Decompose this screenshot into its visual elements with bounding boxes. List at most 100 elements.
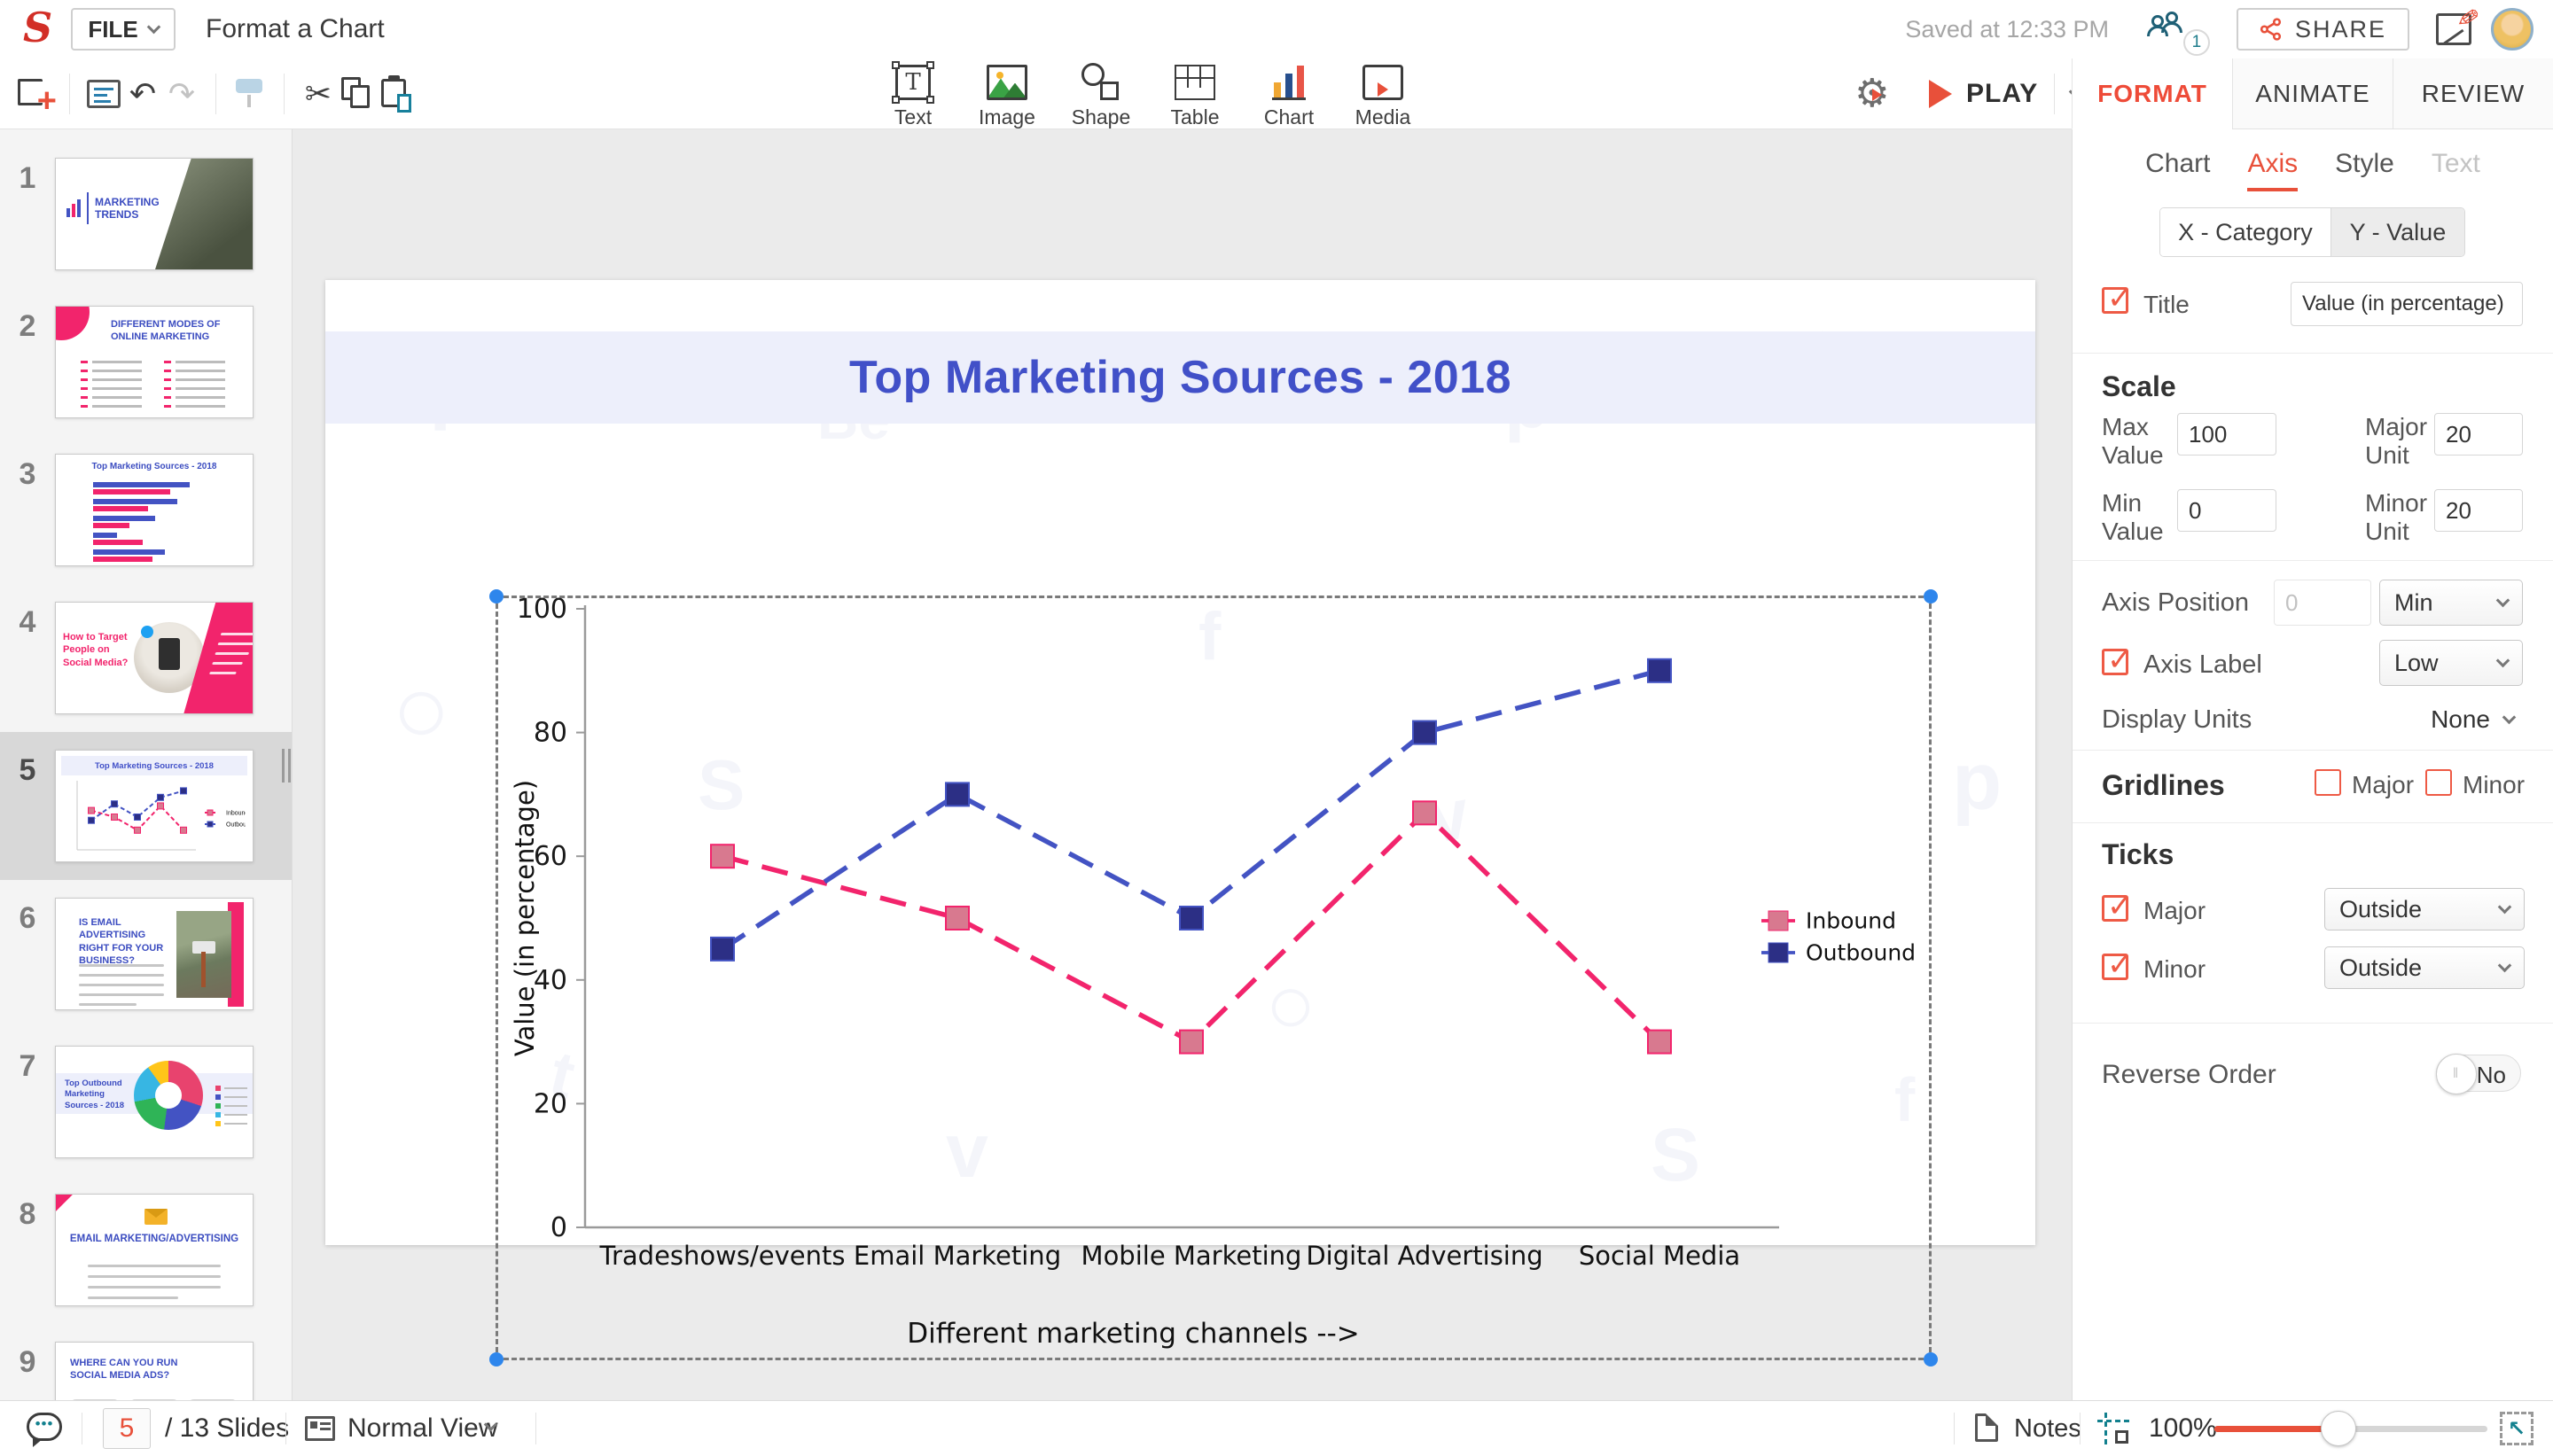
view-mode-selector[interactable]: Normal View <box>347 1413 498 1443</box>
y-value-segment-selected[interactable]: Y - Value <box>2330 208 2464 256</box>
resize-handle[interactable] <box>1924 589 1938 603</box>
insert-shape-button[interactable]: Shape <box>1067 59 1135 129</box>
slide-9-thumbnail[interactable]: WHERE CAN YOU RUN SOCIAL MEDIA ADS? <box>55 1342 254 1400</box>
watermark-glyph: ○ <box>392 655 451 764</box>
reverse-order-toggle[interactable]: ‖ No <box>2436 1054 2521 1094</box>
subtab-axis[interactable]: Axis <box>2247 149 2299 191</box>
min-value-input[interactable]: 0 <box>2177 489 2276 532</box>
subtab-style[interactable]: Style <box>2335 149 2394 178</box>
minor-unit-input[interactable]: 20 <box>2434 489 2523 532</box>
axis-position-input[interactable]: 0 <box>2274 580 2371 626</box>
sidebar-slide-1[interactable]: 1 MARKETING TRENDS <box>0 140 292 288</box>
slide-5-thumbnail[interactable]: Top Marketing Sources - 2018 InboundOutb… <box>55 750 254 862</box>
insert-media-button[interactable]: Media <box>1349 59 1417 129</box>
axis-label-dropdown[interactable]: Low <box>2379 640 2523 686</box>
slide-title-banner[interactable]: Top Marketing Sources - 2018 <box>325 331 2035 424</box>
app-logo: S <box>23 4 53 51</box>
insert-image-button[interactable]: Image <box>973 59 1041 129</box>
title-checkbox[interactable] <box>2102 281 2133 316</box>
toggle-knob: ‖ <box>2436 1054 2477 1094</box>
slide-8-thumbnail[interactable]: EMAIL MARKETING/ADVERTISING <box>55 1194 254 1306</box>
svg-text:Digital Advertising: Digital Advertising <box>1306 1241 1542 1271</box>
feedback-icon[interactable] <box>2436 13 2471 45</box>
slide-1-thumbnail[interactable]: MARKETING TRENDS <box>55 158 254 270</box>
copy-button[interactable] <box>338 69 377 119</box>
resize-handle[interactable] <box>489 589 504 603</box>
insert-table-button[interactable]: Table <box>1161 59 1229 129</box>
major-unit-input[interactable]: 20 <box>2434 413 2523 455</box>
notes-button[interactable]: Notes <box>2014 1414 2081 1443</box>
chart-icon <box>1272 65 1306 100</box>
slide-2-thumbnail[interactable]: DIFFERENT MODES OF ONLINE MARKETING <box>55 306 254 418</box>
new-slide-button[interactable]: + <box>16 69 57 119</box>
saved-status: Saved at 12:33 PM <box>1905 15 2109 43</box>
play-button[interactable]: PLAY <box>1929 58 2083 129</box>
sidebar-resize-handle[interactable] <box>282 749 291 783</box>
gridlines-major-checkbox[interactable] <box>2315 769 2341 796</box>
insert-chart-button[interactable]: Chart <box>1255 59 1323 129</box>
display-units-dropdown[interactable]: None <box>2431 705 2517 734</box>
axis-selector: X - Category Y - Value <box>2159 207 2465 257</box>
chart-object-selection[interactable]: 0 20 40 60 80 100 Tradeshows/events Email Marke… <box>489 589 1938 1366</box>
zoom-slider-thumb[interactable] <box>2321 1411 2356 1446</box>
avatar[interactable] <box>2491 8 2533 51</box>
x-category-segment[interactable]: X - Category <box>2160 208 2330 256</box>
ticks-minor-dropdown[interactable]: Outside <box>2324 946 2525 989</box>
insert-text-button[interactable]: T Text <box>879 59 947 129</box>
editor-canvas[interactable]: Top Marketing Sources - 2018 0 20 40 60 80 10… <box>293 129 2072 1400</box>
share-button[interactable]: SHARE <box>2236 8 2409 51</box>
format-panel: Chart Axis Style Text X - Category Y - V… <box>2072 129 2553 1400</box>
guides-icon[interactable] <box>2097 1413 2129 1444</box>
line-chart: 0 20 40 60 80 100 Tradeshows/events Email Marke… <box>510 594 1916 1350</box>
slide-number-input[interactable]: 5 <box>103 1408 151 1449</box>
sidebar-slide-7[interactable]: 7 Top Outbound Marketing Sources - 2018 <box>0 1028 292 1176</box>
slide-4-thumbnail[interactable]: How to Target People on Social Media? <box>55 602 254 714</box>
tab-animate[interactable]: ANIMATE <box>2232 58 2393 129</box>
slide-canvas[interactable]: Top Marketing Sources - 2018 0 20 40 60 80 10… <box>325 280 2035 1366</box>
tab-review[interactable]: REVIEW <box>2393 58 2553 129</box>
cut-button[interactable] <box>299 69 338 119</box>
comments-icon[interactable]: ••• <box>27 1413 62 1447</box>
undo-button[interactable] <box>123 69 162 119</box>
svg-text:Different marketing channels -: Different marketing channels --> <box>907 1318 1360 1350</box>
ticks-major-checkbox[interactable] <box>2102 889 2133 924</box>
axis-title-input[interactable]: Value (in percentage) <box>2291 282 2523 326</box>
play-icon <box>1929 80 1952 108</box>
slide-6-thumbnail[interactable]: IS EMAIL ADVERTISING RIGHT FOR YOUR BUSI… <box>55 898 254 1010</box>
layout-button[interactable] <box>84 69 123 119</box>
zoom-level: 100% <box>2149 1413 2217 1443</box>
redo-button[interactable] <box>162 69 201 119</box>
format-painter-button[interactable] <box>230 69 269 119</box>
collaborators-button[interactable]: 1 <box>2146 10 2210 56</box>
sidebar-slide-5-selected[interactable]: 5 Top Marketing Sources - 2018 InboundOu… <box>0 732 292 880</box>
tab-format[interactable]: FORMAT <box>2072 58 2232 129</box>
sidebar-slide-9[interactable]: 9 WHERE CAN YOU RUN SOCIAL MEDIA ADS? <box>0 1324 292 1400</box>
max-value-input[interactable]: 100 <box>2177 413 2276 455</box>
svg-text:100: 100 <box>517 594 567 625</box>
sidebar-slide-3[interactable]: 3 Top Marketing Sources - 2018 <box>0 436 292 584</box>
chevron-down-icon <box>146 19 160 35</box>
slide-3-thumbnail[interactable]: Top Marketing Sources - 2018 <box>55 454 254 566</box>
sidebar-slide-2[interactable]: 2 DIFFERENT MODES OF ONLINE MARKETING <box>0 288 292 436</box>
zoom-slider[interactable] <box>2214 1411 2487 1446</box>
fit-to-screen-icon[interactable] <box>2500 1412 2533 1445</box>
gridlines-minor-checkbox[interactable] <box>2425 769 2452 796</box>
sidebar-slide-8[interactable]: 8 EMAIL MARKETING/ADVERTISING <box>0 1176 292 1324</box>
slide-photo <box>176 911 231 998</box>
svg-text:Value (in percentage): Value (in percentage) <box>510 780 540 1056</box>
axis-label-checkbox[interactable] <box>2102 642 2133 678</box>
ticks-major-dropdown[interactable]: Outside <box>2324 888 2525 930</box>
subtab-chart[interactable]: Chart <box>2145 149 2211 178</box>
slide-title: Top Marketing Sources - 2018 <box>848 352 1512 403</box>
resize-handle[interactable] <box>1924 1352 1938 1366</box>
slideshow-settings-icon[interactable] <box>1854 71 1901 117</box>
ticks-minor-checkbox[interactable] <box>2102 947 2133 983</box>
sidebar-slide-6[interactable]: 6 IS EMAIL ADVERTISING RIGHT FOR YOUR BU… <box>0 880 292 1028</box>
file-menu-button[interactable]: FILE <box>71 8 176 51</box>
slide-7-thumbnail[interactable]: Top Outbound Marketing Sources - 2018 <box>55 1046 254 1158</box>
sidebar-slide-4[interactable]: 4 How to Target People on Social Media? <box>0 584 292 732</box>
twitter-icon <box>141 626 153 638</box>
paste-button[interactable] <box>377 69 416 119</box>
resize-handle[interactable] <box>489 1352 504 1366</box>
axis-position-dropdown[interactable]: Min <box>2379 580 2523 626</box>
